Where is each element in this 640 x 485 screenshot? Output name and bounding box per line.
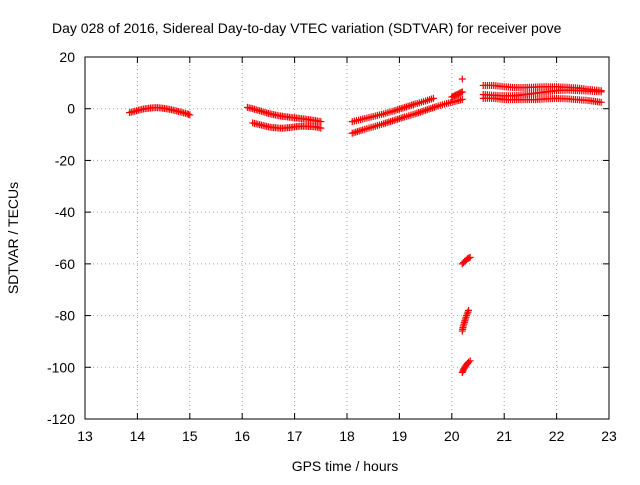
data-point	[415, 109, 423, 117]
plot-frame	[84, 56, 610, 420]
y-tick-label: 0	[67, 101, 75, 117]
data-point	[457, 89, 465, 97]
x-tick-label: 23	[601, 428, 617, 444]
data-point	[458, 75, 466, 83]
y-axis-label: SDTVAR / TECUs	[5, 182, 21, 294]
data-point	[416, 108, 424, 116]
data-point	[465, 254, 473, 262]
y-tick-label: -120	[47, 411, 75, 427]
data-point	[425, 105, 433, 113]
data-point	[458, 95, 466, 103]
x-axis-label: GPS time / hours	[292, 458, 399, 474]
grid-lines	[85, 57, 609, 419]
data-point	[597, 88, 605, 96]
chart-title: Day 028 of 2016, Sidereal Day-to-day VTE…	[52, 20, 562, 36]
data-point	[429, 94, 437, 102]
y-tick-label: 20	[59, 49, 75, 65]
y-tick-label: -100	[47, 359, 75, 375]
data-point	[418, 107, 426, 115]
data-point	[423, 106, 431, 114]
data-point	[464, 308, 472, 316]
data-point	[186, 111, 194, 119]
data-point	[427, 104, 435, 112]
data-point	[429, 104, 437, 112]
y-tick-label: -40	[55, 204, 75, 220]
data-point	[317, 124, 325, 132]
x-tick-label: 19	[392, 428, 408, 444]
data-points	[126, 75, 605, 376]
data-point	[458, 88, 466, 96]
x-tick-label: 13	[77, 428, 93, 444]
data-point	[597, 98, 605, 106]
data-point	[413, 109, 421, 117]
x-tick-label: 16	[234, 428, 250, 444]
y-tick-label: -80	[55, 308, 75, 324]
axes: 13 14 15 16 17 18 19 20 21 22 23 20 0 -20 -40 -60 -80 -10…	[47, 49, 617, 444]
data-point	[430, 103, 438, 111]
x-tick-label: 22	[549, 428, 565, 444]
x-tick-label: 20	[444, 428, 460, 444]
y-tick-label: -20	[55, 152, 75, 168]
data-point	[466, 357, 474, 365]
data-point	[465, 358, 473, 366]
data-point	[422, 106, 430, 114]
x-tick-label: 14	[130, 428, 146, 444]
x-tick-label: 21	[496, 428, 512, 444]
y-tick-label: -60	[55, 256, 75, 272]
data-point	[317, 118, 325, 126]
x-tick-label: 17	[287, 428, 303, 444]
data-point	[463, 310, 471, 318]
x-tick-label: 18	[339, 428, 355, 444]
x-tick-label: 15	[182, 428, 198, 444]
data-point	[462, 312, 470, 320]
data-point	[466, 253, 474, 261]
data-point	[465, 306, 473, 314]
